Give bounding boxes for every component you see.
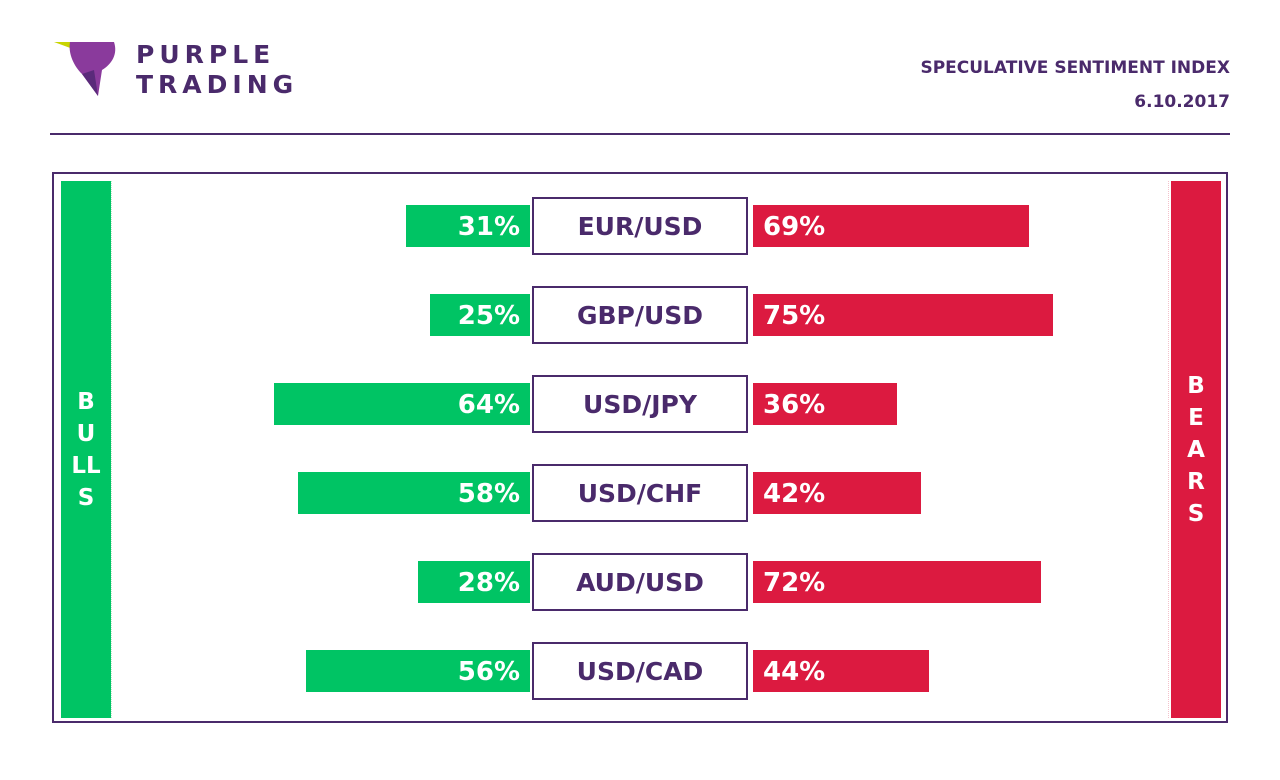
bulls-side-bar: BULLS: [61, 181, 111, 718]
logo-line-purple: PURPLE: [136, 40, 276, 69]
pair-label-gbp-usd: GBP/USD: [532, 286, 748, 344]
chart-frame: [52, 172, 1228, 723]
bull-bar-usd-cad: 56%: [306, 650, 530, 692]
logo-line-trading: TRADING: [136, 70, 299, 99]
bear-value-label: 36%: [763, 390, 826, 420]
pair-label-usd-cad: USD/CAD: [532, 642, 748, 700]
bull-bar-gbp-usd: 25%: [430, 294, 530, 336]
bear-value-label: 72%: [763, 568, 826, 598]
bear-bar-usd-chf: 42%: [753, 472, 921, 514]
bull-bar-usd-jpy: 64%: [274, 383, 530, 425]
pair-label-usd-jpy: USD/JPY: [532, 375, 748, 433]
bear-bar-eur-usd: 69%: [753, 205, 1029, 247]
page-title: SPECULATIVE SENTIMENT INDEX: [920, 58, 1230, 78]
bear-value-label: 75%: [763, 301, 826, 331]
bears-dotted-edge: [1168, 181, 1171, 718]
bear-value-label: 69%: [763, 212, 826, 242]
bull-value-label: 28%: [457, 568, 520, 598]
bull-value-label: 56%: [457, 657, 520, 687]
bulls-label: BULLS: [71, 388, 101, 511]
header-divider: [50, 133, 1230, 135]
pair-label-aud-usd: AUD/USD: [532, 553, 748, 611]
bear-bar-aud-usd: 72%: [753, 561, 1041, 603]
bull-bar-eur-usd: 31%: [406, 205, 530, 247]
bears-side-bar: BEARS: [1171, 181, 1221, 718]
bulls-dotted-edge: [111, 181, 114, 718]
logo-mark-icon: [54, 42, 116, 96]
bear-bar-usd-cad: 44%: [753, 650, 929, 692]
logo-wordmark: PURPLE TRADING: [136, 40, 298, 100]
pair-label-usd-chf: USD/CHF: [532, 464, 748, 522]
bear-value-label: 42%: [763, 479, 826, 509]
bull-value-label: 58%: [457, 479, 520, 509]
bear-bar-gbp-usd: 75%: [753, 294, 1053, 336]
bull-value-label: 64%: [457, 390, 520, 420]
bull-value-label: 25%: [457, 301, 520, 331]
bear-bar-usd-jpy: 36%: [753, 383, 897, 425]
bears-label: BEARS: [1187, 372, 1205, 527]
report-date: 6.10.2017: [1134, 92, 1230, 112]
bull-bar-usd-chf: 58%: [298, 472, 530, 514]
bull-bar-aud-usd: 28%: [418, 561, 530, 603]
purple-trading-logo: PURPLE TRADING: [52, 40, 312, 100]
bear-value-label: 44%: [763, 657, 826, 687]
pair-label-eur-usd: EUR/USD: [532, 197, 748, 255]
bull-value-label: 31%: [457, 212, 520, 242]
